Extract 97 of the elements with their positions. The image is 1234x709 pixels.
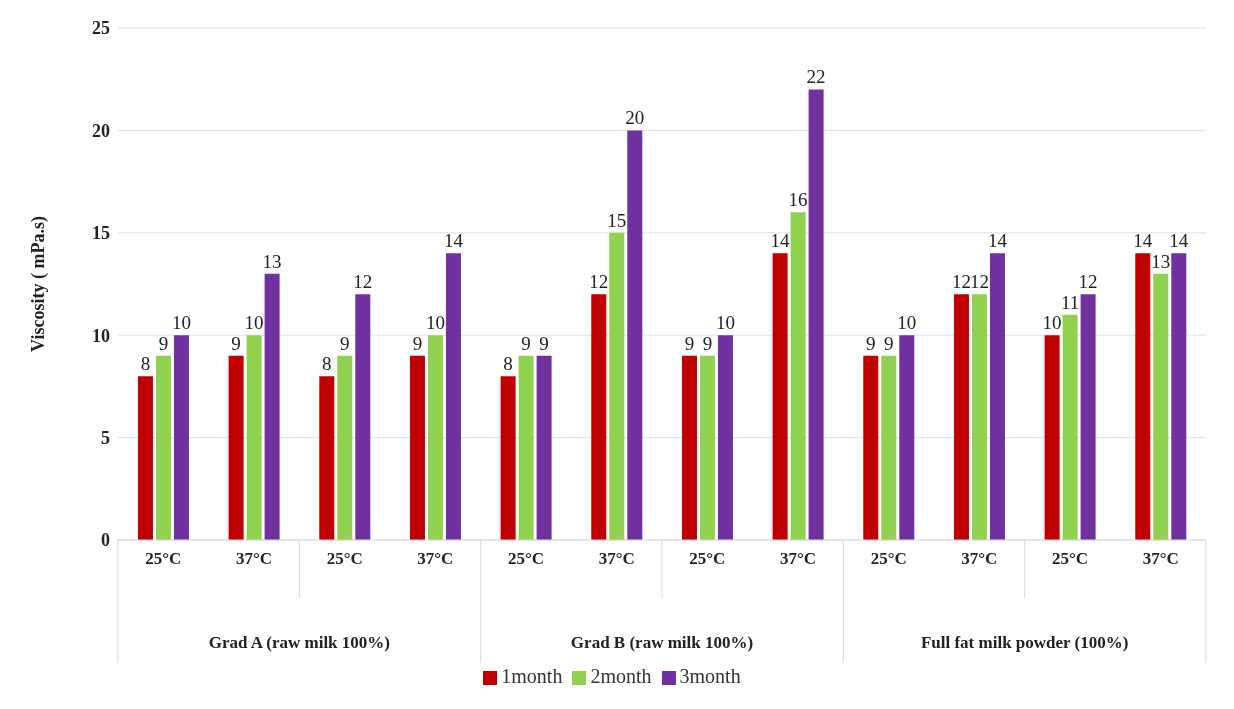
legend-label: 2month <box>590 665 652 687</box>
x-tick-label: 37°C <box>779 549 817 568</box>
bar <box>246 335 262 540</box>
y-tick-label: 25 <box>92 18 110 39</box>
x-tick-label: 25°C <box>145 549 182 568</box>
x-tick-label: 37°C <box>961 549 998 568</box>
bar <box>790 212 806 540</box>
data-label: 10 <box>244 312 264 334</box>
text: Full fat milk powder (100%) <box>920 633 1129 652</box>
y-tick-label: 5 <box>101 427 110 448</box>
x-tick-label: 37°C <box>598 549 635 568</box>
legend-label: 1month <box>501 665 563 687</box>
data-label: 10 <box>1042 312 1062 334</box>
data-label: 12 <box>951 271 971 293</box>
data-label: 9 <box>158 332 169 354</box>
x-tick-label: 25°C <box>507 549 545 568</box>
bar <box>1153 273 1169 540</box>
data-label: 13 <box>262 250 282 272</box>
bar <box>500 376 516 540</box>
text: Grad A (raw milk 100%) <box>208 633 391 652</box>
bar <box>409 355 425 540</box>
bar <box>717 335 733 540</box>
y-tick-label: 0 <box>101 530 110 551</box>
data-label: 9 <box>340 332 350 354</box>
data-label: 12 <box>589 271 609 293</box>
data-label: 13 <box>1151 250 1171 272</box>
data-label: 11 <box>1060 291 1080 313</box>
data-label: 9 <box>684 332 695 354</box>
bar <box>881 355 897 540</box>
bar <box>681 355 697 540</box>
data-label: 9 <box>231 332 241 354</box>
data-label: 14 <box>770 230 791 252</box>
bar <box>1080 294 1096 540</box>
bar <box>953 294 969 540</box>
data-label: 9 <box>539 332 549 354</box>
data-label: 9 <box>866 332 876 354</box>
y-tick-label: 20 <box>92 120 110 141</box>
x-tick-label: 25°C <box>689 549 726 568</box>
x-tick-label: 37°C <box>1142 549 1179 568</box>
data-label: 12 <box>353 271 373 293</box>
bar <box>173 335 189 540</box>
legend-label: 3month <box>679 665 741 687</box>
bar <box>228 355 244 540</box>
bar <box>772 253 788 540</box>
data-label: 14 <box>443 230 464 252</box>
bar <box>971 294 987 540</box>
data-label: 10 <box>715 312 735 334</box>
data-label: 16 <box>788 189 808 211</box>
y-tick-label: 10 <box>92 325 110 346</box>
x-tick-label: 37°C <box>417 549 454 568</box>
data-label: 15 <box>607 209 627 231</box>
data-label: 14 <box>987 230 1008 252</box>
bar <box>899 335 915 540</box>
bar <box>536 355 552 540</box>
bar <box>319 376 335 540</box>
bar <box>137 376 153 540</box>
bar <box>699 355 715 540</box>
data-label: 10 <box>171 312 191 334</box>
data-label: 8 <box>322 353 332 375</box>
bar <box>1044 335 1060 540</box>
bar <box>808 89 824 540</box>
bar <box>264 273 280 540</box>
x-tick-label: 25°C <box>870 549 907 568</box>
bar <box>989 253 1005 540</box>
bar <box>863 355 879 540</box>
data-label: 12 <box>1078 271 1098 293</box>
bar <box>591 294 607 540</box>
data-label: 14 <box>1169 230 1189 252</box>
bar <box>518 355 534 540</box>
bar <box>337 355 353 540</box>
bar <box>609 232 625 540</box>
data-label: 8 <box>140 353 151 375</box>
x-tick-label: 25°C <box>1051 549 1089 568</box>
data-label: 14 <box>1133 230 1153 252</box>
data-label: 12 <box>969 271 989 293</box>
data-label: 20 <box>625 107 645 129</box>
data-label: 22 <box>806 66 826 88</box>
bar <box>1171 253 1187 540</box>
data-label: 9 <box>412 332 423 354</box>
y-tick-label: 15 <box>92 223 110 244</box>
y-axis-title: Viscosity ( mPa.s) <box>28 216 50 352</box>
data-label: 8 <box>503 353 513 375</box>
bar <box>445 253 461 540</box>
bar <box>1135 253 1151 540</box>
text: Grad B (raw milk 100%) <box>570 633 754 652</box>
bar <box>1062 314 1078 540</box>
bar <box>355 294 371 540</box>
data-label: 9 <box>702 332 713 354</box>
data-label: 9 <box>884 332 894 354</box>
data-label: 9 <box>521 332 531 354</box>
bar <box>427 335 443 540</box>
data-label: 10 <box>425 312 445 334</box>
x-tick-label: 25°C <box>326 549 363 568</box>
bar <box>155 355 171 540</box>
bar <box>627 130 643 540</box>
x-tick-label: 37°C <box>235 549 273 568</box>
data-label: 10 <box>897 312 917 334</box>
